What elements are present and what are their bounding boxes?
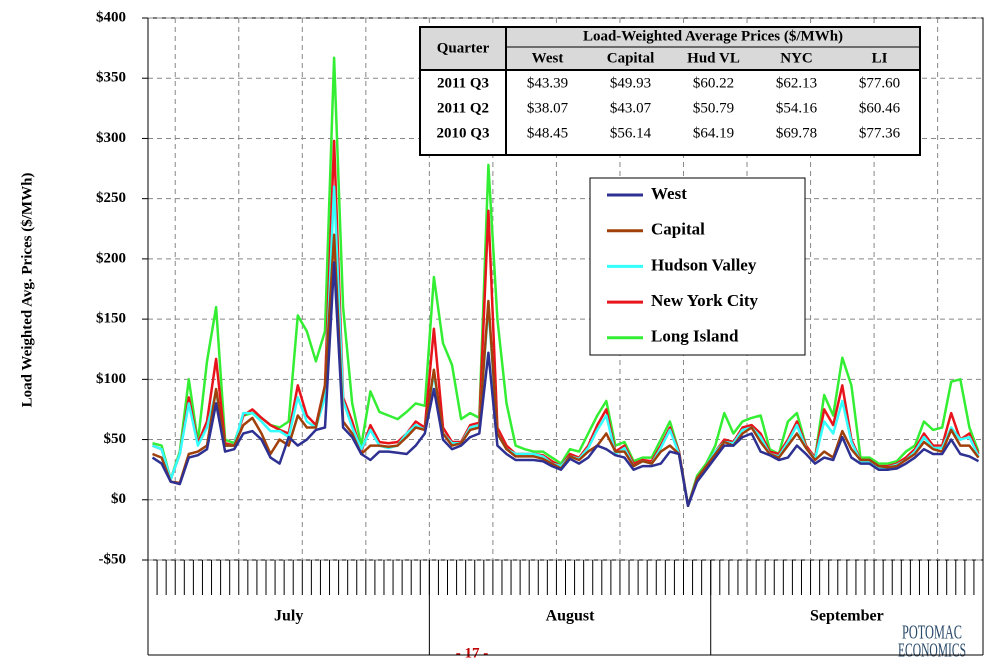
table-row-label: 2010 Q3 <box>437 125 490 141</box>
table-cell: $56.14 <box>610 125 652 141</box>
table-cell: $60.46 <box>859 100 901 116</box>
table-row-header: Quarter <box>437 40 490 56</box>
legend-label: Capital <box>651 220 705 239</box>
table-cell: $77.60 <box>859 75 900 91</box>
series-line <box>151 261 980 508</box>
table-cell: $54.16 <box>776 100 818 116</box>
legend-label: New York City <box>651 291 759 310</box>
y-axis-label: Load Weighted Avg. Prices ($/MWh) <box>19 173 35 408</box>
y-tick-label: $400 <box>96 9 126 25</box>
table-cell: $60.22 <box>693 75 734 91</box>
y-tick-label: $350 <box>96 70 126 86</box>
table-cell: $69.78 <box>776 125 817 141</box>
table-cell: $49.93 <box>610 75 651 91</box>
y-tick-label: $0 <box>111 491 126 507</box>
x-month-label: September <box>810 608 884 625</box>
table-cell: $48.45 <box>527 125 568 141</box>
table-cell: $50.79 <box>693 100 734 116</box>
table-row-label: 2011 Q2 <box>437 100 489 116</box>
table-title: Load-Weighted Average Prices ($/MWh) <box>583 28 843 44</box>
table-cell: $77.36 <box>859 125 901 141</box>
logo: ECONOMICS <box>898 640 966 662</box>
x-month-label: August <box>546 608 596 625</box>
table-column-header: Hud VL <box>687 50 740 66</box>
page-number: - 17 - <box>456 645 489 661</box>
y-tick-label: $200 <box>96 250 126 266</box>
table-column-header: LI <box>872 50 888 66</box>
table-cell: $62.13 <box>776 75 817 91</box>
x-month-label: July <box>274 608 303 625</box>
y-tick-label: $250 <box>96 190 126 206</box>
legend-label: West <box>651 184 687 203</box>
table-cell: $43.07 <box>610 100 652 116</box>
y-tick-label: $150 <box>96 311 126 327</box>
table-cell: $38.07 <box>527 100 569 116</box>
table-box <box>419 26 921 156</box>
table-column-header: West <box>532 50 564 66</box>
table-header-bg <box>420 27 920 70</box>
legend-label: Long Island <box>651 327 739 346</box>
table-column-header: NYC <box>780 50 813 66</box>
series-line <box>152 56 980 508</box>
legend-label: Hudson Valley <box>651 255 757 274</box>
y-tick-label: $50 <box>104 431 127 447</box>
y-tick-label: $100 <box>96 371 126 387</box>
table-cell: $64.19 <box>693 125 734 141</box>
logo: POTOMAC <box>902 622 962 644</box>
y-tick-label: $300 <box>96 130 126 146</box>
y-tick-label: -$50 <box>99 551 127 567</box>
table-column-header: Capital <box>607 50 655 66</box>
table-row-label: 2011 Q3 <box>437 75 489 91</box>
table-cell: $43.39 <box>527 75 568 91</box>
